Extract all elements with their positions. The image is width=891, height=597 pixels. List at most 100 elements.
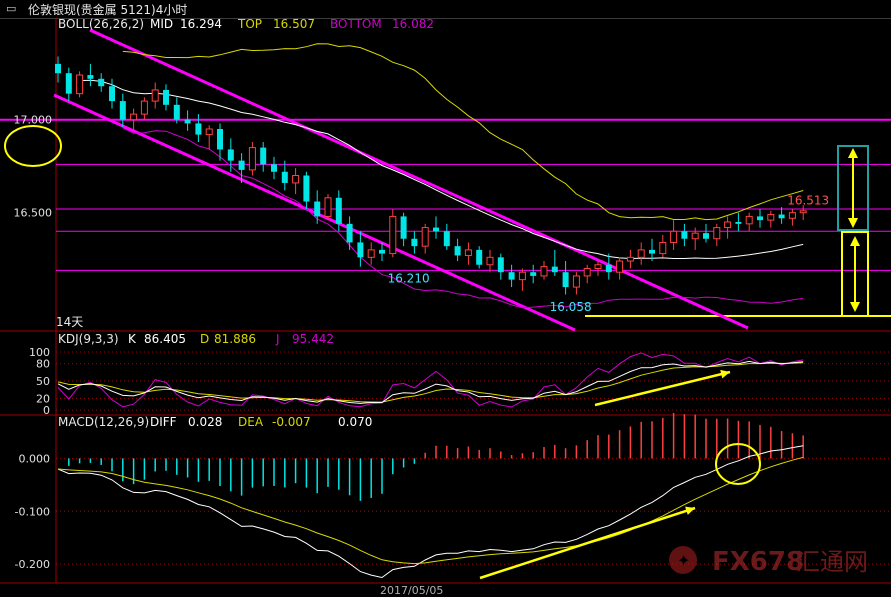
candle (703, 223, 709, 243)
grid-lines (56, 351, 891, 565)
macd-name: MACD(12,26,9) (58, 415, 149, 429)
macd-value: 0.070 (338, 415, 372, 429)
candle-body (389, 215, 397, 255)
svg-text:✦: ✦ (677, 551, 690, 570)
candle-body (508, 272, 515, 280)
candle (184, 110, 191, 131)
candle-body (55, 63, 61, 74)
macd-tick-label: -0.100 (15, 505, 50, 518)
channel-upper-line (89, 28, 749, 330)
boll-bottom-label: BOTTOM (330, 17, 382, 31)
candle-body (238, 160, 245, 170)
candle-body (260, 147, 267, 165)
macd-histogram (68, 412, 804, 501)
candle (346, 216, 353, 250)
watermark-logo: ✦ FX678 汇通网 (669, 546, 868, 577)
candle-body (594, 264, 602, 269)
candle-body (140, 100, 148, 115)
kdj-k-line (57, 360, 804, 404)
candle-body (130, 113, 138, 121)
candle (314, 190, 321, 224)
candle (140, 97, 148, 120)
candle-body (421, 227, 429, 247)
kdj-d-value: 81.886 (214, 332, 256, 346)
candle-body (433, 227, 439, 232)
price-tick-label: 17.000 (14, 114, 53, 127)
candle-body (670, 230, 678, 243)
candle (281, 160, 288, 191)
candle-body (757, 216, 763, 221)
candle (421, 223, 429, 254)
candle (151, 82, 159, 109)
price-annotation: 16.210 (388, 272, 430, 286)
candle-body (497, 257, 504, 273)
candle (389, 208, 397, 258)
kdj-j-label: J (275, 332, 280, 346)
macd-diff-value: 0.028 (188, 415, 222, 429)
macd-dea-value: -0.007 (272, 415, 311, 429)
candle (799, 205, 807, 221)
candle (367, 242, 375, 265)
candle-body (400, 216, 407, 239)
candle-body (551, 266, 558, 273)
boll-top-label: TOP (237, 17, 262, 31)
candle-body (98, 78, 105, 87)
candle (65, 67, 72, 102)
macd-trend-arrow (479, 506, 696, 580)
candle (572, 272, 580, 295)
candle (724, 216, 732, 239)
boll-top-value: 16.507 (273, 17, 315, 31)
candle-body (346, 223, 353, 243)
candle-body (217, 128, 223, 150)
candle-body (735, 221, 742, 224)
candle (518, 268, 526, 291)
candle (659, 235, 667, 258)
window-title: 伦敦银现(贵金属 5121)4小时 (28, 3, 188, 17)
kdj-name: KDJ(9,3,3) (58, 332, 119, 346)
candle (713, 223, 721, 247)
kdj-trend-arrow-head (720, 369, 730, 379)
title-bar: ▭ 伦敦银现(贵金属 5121)4小时 (0, 0, 891, 19)
price-tick-label: 16.500 (14, 207, 53, 220)
candle-body (583, 267, 591, 277)
horizontal-levels (0, 118, 891, 317)
candle-body (788, 212, 796, 219)
candle-body (562, 272, 569, 288)
candle (173, 97, 180, 124)
candle (400, 212, 407, 247)
macd-lines (57, 445, 804, 579)
candle-body (303, 175, 310, 202)
candle (757, 208, 763, 228)
candle (303, 171, 310, 209)
candle (670, 220, 678, 250)
macd-dea-line (57, 456, 804, 565)
candle (508, 264, 515, 288)
kdj-d-label: D (200, 332, 209, 346)
candle (616, 257, 624, 280)
macd-diff-line (57, 445, 804, 579)
candle (767, 210, 775, 228)
candle-body (703, 233, 709, 239)
candle-body (443, 231, 450, 247)
candle-body (119, 101, 126, 120)
candle-body (767, 214, 775, 221)
kdj-d-line (57, 362, 804, 403)
candle (357, 231, 364, 267)
candle-body (454, 246, 461, 256)
candle (486, 249, 494, 273)
macd-tick-label: 0.000 (19, 452, 51, 465)
candle (379, 242, 385, 262)
kdj-trend-arrow (594, 370, 731, 407)
candle (260, 142, 267, 172)
candle (626, 249, 634, 269)
candle (551, 249, 558, 276)
candle (119, 93, 126, 128)
boll-mid-line (79, 79, 804, 260)
kdj-k-label: K (128, 332, 137, 346)
watermark-cn: 汇通网 (796, 548, 868, 576)
candle-body (637, 249, 645, 258)
candle-body (87, 75, 94, 79)
boll-mid-label: MID (150, 17, 173, 31)
kdj-tick-label: 0 (43, 404, 50, 417)
